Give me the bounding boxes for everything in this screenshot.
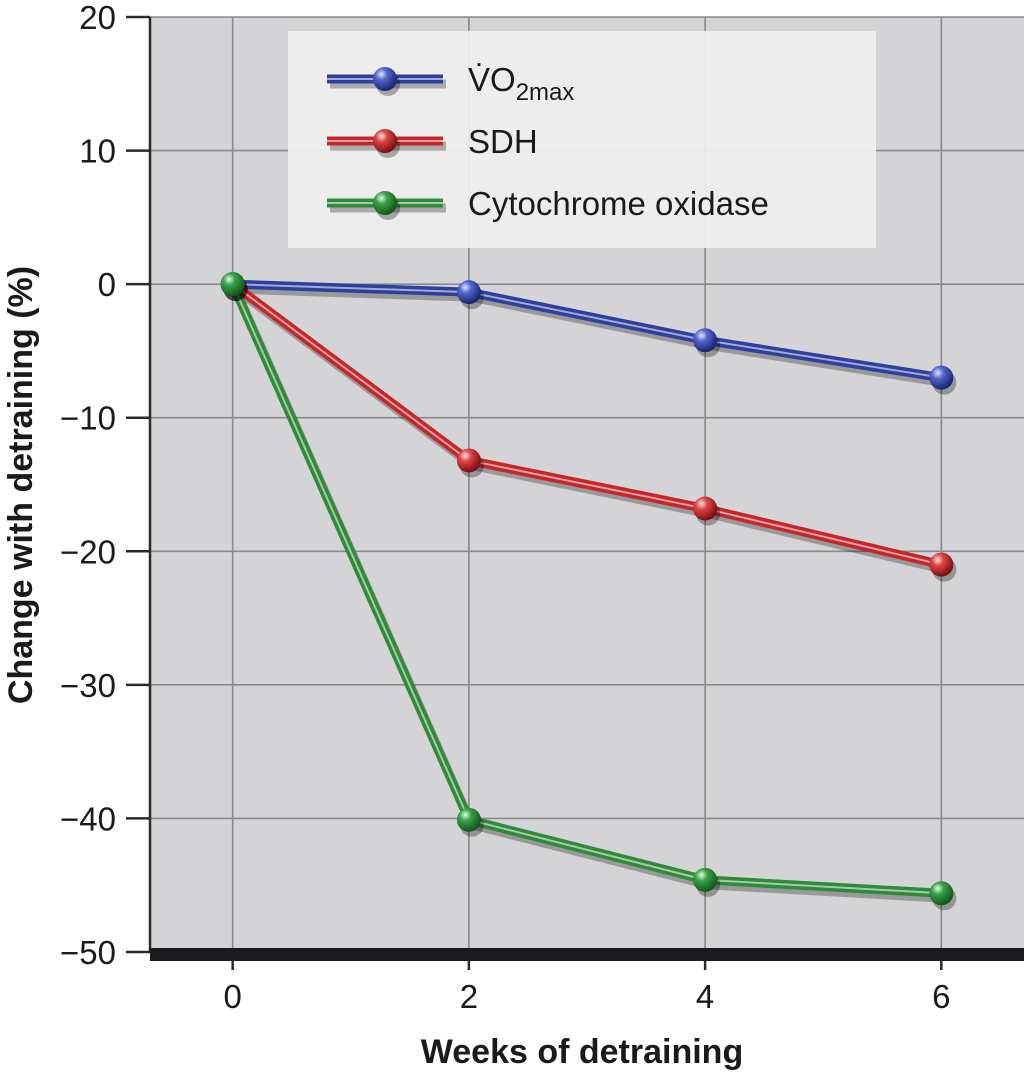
legend-label-1: SDH [468,123,538,160]
axes: 20 10 0 −10 −20 −30 −40 −50 0 2 4 6 [60,0,1024,1015]
data-point-0-2 [693,328,718,353]
x-tick-label: 2 [460,978,478,1015]
series-line-highlight [232,283,942,379]
y-tick-label: −50 [60,934,116,971]
x-axis-title: Weeks of detraining [421,1033,743,1071]
data-point-1-1 [456,448,481,473]
data-point-2-0 [220,272,245,297]
data-point-2-2 [693,867,718,892]
series-line-highlight [231,283,942,895]
legend-marker-2 [373,191,397,215]
y-tick-label: −40 [60,800,116,837]
legend-label-2: Cytochrome oxidase [468,185,769,222]
data-point-0-1 [456,280,481,305]
legend-label-0: V̇O2max [468,61,574,106]
data-point-2-1 [456,807,481,832]
x-tick-label: 6 [932,978,950,1015]
series-line-highlight [232,283,942,566]
legend-marker-1 [373,129,397,153]
y-tick-label: −20 [60,533,116,570]
y-tick-label: 0 [98,266,116,303]
data-point-2-3 [929,881,954,906]
data-point-0-3 [929,365,954,390]
x-tick-label: 4 [696,978,714,1015]
series [220,272,957,911]
y-tick-label: 10 [79,133,116,170]
y-tick-label: −30 [60,667,116,704]
x-axis-bar [150,948,1024,961]
y-tick-label: −10 [60,400,116,437]
legend: V̇O2max SDH Cytochrome oxidase [288,31,876,248]
x-tick-label: 0 [223,978,241,1015]
legend-marker-0 [373,67,397,91]
data-point-1-3 [929,552,954,577]
data-point-1-2 [693,496,718,521]
y-tick-label: 20 [79,0,116,36]
y-axis-title: Change with detraining (%) [2,266,40,704]
